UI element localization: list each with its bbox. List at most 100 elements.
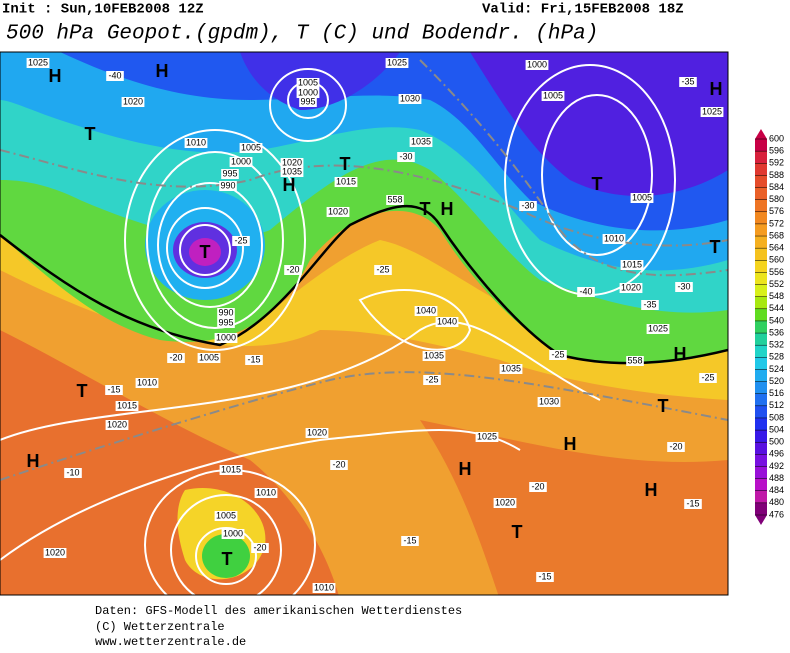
contour-label: -20	[330, 459, 348, 470]
contour-label: 1005	[296, 77, 320, 88]
contour-label-text: -25	[376, 264, 389, 274]
contour-label: 1020	[280, 157, 304, 168]
colorbar-label: 600	[769, 133, 784, 143]
colorbar-label: 528	[769, 352, 784, 362]
contour-label: 1025	[26, 57, 50, 68]
contour-label-bg	[398, 94, 422, 104]
contour-label-text: 1015	[221, 464, 241, 474]
contour-label: 1010	[184, 137, 208, 148]
colorbar-label: 516	[769, 388, 784, 398]
contour-label-text: 1015	[622, 259, 642, 269]
colorbar-label: 556	[769, 267, 784, 277]
contour-label-text: 1025	[702, 106, 722, 116]
contour-label-text: 1000	[223, 528, 243, 538]
contour-label: -15	[105, 384, 123, 395]
contour-label-text: 1025	[28, 57, 48, 67]
contour-label: 1025	[700, 106, 724, 117]
contour-label: 1020	[305, 427, 329, 438]
contour-label: 1020	[619, 282, 643, 293]
contour-label-bg	[619, 283, 643, 293]
contour-label-text: 558	[627, 355, 642, 365]
colorbar-label: 560	[769, 255, 784, 265]
contour-label-text: 1020	[282, 157, 302, 167]
contour-label: -15	[536, 571, 554, 582]
contour-label: 1005	[197, 352, 221, 363]
colorbar-segment	[755, 248, 767, 261]
contour-label: 1005	[214, 510, 238, 521]
contour-label-bg	[280, 167, 304, 177]
contour-label-text: 1025	[387, 57, 407, 67]
contour-label-text: -20	[669, 441, 682, 451]
colorbar-segment	[755, 284, 767, 298]
contour-label-text: 1030	[400, 93, 420, 103]
contour-label: 1005	[541, 90, 565, 101]
contour-label-bg	[679, 77, 697, 87]
contour-label-bg	[435, 317, 459, 327]
contour-label: 1025	[646, 323, 670, 334]
contour-label-text: 1020	[107, 419, 127, 429]
contour-label-text: -40	[579, 286, 592, 296]
pressure-center: T	[710, 237, 721, 257]
contour-label: -20	[667, 441, 685, 452]
contour-label-bg	[667, 442, 685, 452]
pressure-center: T	[512, 522, 523, 542]
contour-label-text: -15	[403, 535, 416, 545]
contour-label-bg	[312, 583, 336, 593]
contour-label: 558	[386, 194, 404, 205]
contour-label-bg	[529, 482, 547, 492]
contour-label: -15	[245, 354, 263, 365]
colorbar-segment	[755, 502, 767, 516]
colorbar-label: 544	[769, 303, 784, 313]
contour-label-text: 1005	[241, 142, 261, 152]
contour-label-text: 1000	[527, 59, 547, 69]
contour-label: 1020	[105, 419, 129, 430]
contour-label: 558	[626, 355, 644, 366]
colorbar-tip	[755, 515, 767, 525]
pressure-center: T	[658, 396, 669, 416]
pressure-center: H	[27, 451, 40, 471]
colorbar-segment	[755, 296, 767, 310]
contour-label: 1005	[630, 192, 654, 203]
contour-label-bg	[221, 529, 245, 539]
contour-label-bg	[475, 432, 499, 442]
contour-label-text: 1035	[282, 166, 302, 176]
colorbar-label: 496	[769, 449, 784, 459]
colorbar-segment	[755, 345, 767, 358]
contour-label-text: -20	[169, 352, 182, 362]
contour-label-text: 1010	[186, 137, 206, 147]
contour-label-bg	[197, 353, 221, 363]
contour-label-text: 1000	[298, 87, 318, 97]
contour-label-bg	[409, 137, 433, 147]
contour-label-text: 1015	[336, 176, 356, 186]
contour-label: -30	[397, 151, 415, 162]
contour-label: -25	[699, 372, 717, 383]
contour-label-bg	[620, 260, 644, 270]
valid-time: Valid: Fri,15FEB2008 18Z	[482, 2, 684, 18]
colorbar-label: 480	[769, 497, 784, 507]
contour-label-text: 1000	[216, 332, 236, 342]
contour-label-bg	[254, 488, 278, 498]
colorbar-label: 592	[769, 158, 784, 168]
contour-label-text: 1020	[307, 427, 327, 437]
colorbar-segment	[755, 272, 767, 286]
init-time: Init : Sun,10FEB2008 12Z	[2, 2, 204, 18]
contour-label: -20	[251, 542, 269, 553]
contour-label-text: 1015	[117, 400, 137, 410]
contour-label-text: -20	[531, 481, 544, 491]
contour-label-text: 1010	[314, 582, 334, 592]
contour-label-bg	[299, 97, 317, 107]
colorbar-label: 540	[769, 315, 784, 325]
contour-label-text: -30	[399, 151, 412, 161]
contour-label-bg	[296, 78, 320, 88]
contour-label: 1000	[221, 528, 245, 539]
contour-label-text: 995	[218, 317, 233, 327]
contour-label-text: 558	[387, 194, 402, 204]
contour-label-bg	[537, 397, 561, 407]
contour-label-bg	[525, 60, 549, 70]
colorbar-segment	[755, 151, 767, 164]
colorbar-label: 504	[769, 424, 784, 434]
contour-label-bg	[675, 282, 693, 292]
contour-label-bg	[217, 318, 235, 328]
contour-label-bg	[699, 373, 717, 383]
